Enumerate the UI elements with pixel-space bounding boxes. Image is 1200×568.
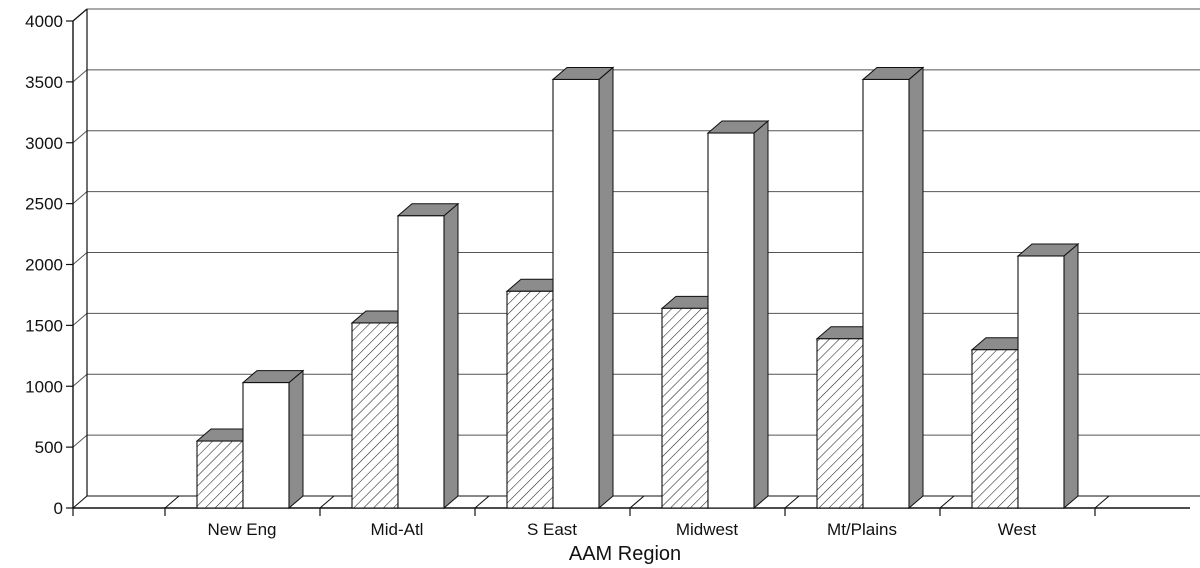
y-tick-label: 2000 [25,256,63,275]
bar-side-face [908,66,924,510]
y-tick-labels: 0 500 1000 1500 2000 2500 3000 3500 4000 [25,12,63,518]
floor-divider [164,495,180,509]
bars [195,66,1080,510]
bar-side-face [598,66,614,510]
floor-divider [1094,495,1110,509]
gridline-side [72,373,88,387]
floor-divider [319,495,335,509]
gridline-side [72,69,88,83]
bar [241,369,305,510]
bar-front-face [1017,255,1065,509]
bar-front-face [816,338,864,509]
floor-divider [784,495,800,509]
bar-side-face [1063,242,1079,510]
bar [396,202,460,510]
x-tick-label: West [998,520,1037,539]
bar [1016,242,1080,510]
y-tick-label: 3000 [25,134,63,153]
y-tick-label: 500 [35,438,63,457]
bar-front-face [971,349,1019,509]
x-tick-label: New Eng [208,520,277,539]
floor-divider [629,495,645,509]
x-tick-label: S East [527,520,577,539]
floor-divider [939,495,955,509]
gridline-side [72,312,88,326]
y-tick-label: 1500 [25,316,63,335]
bar [861,66,925,510]
gridline-side [72,252,88,265]
x-tick-label: Mid-Atl [371,520,424,539]
x-tick-label: Midwest [676,520,739,539]
x-axis-label: AAM Region [569,543,681,565]
floor-divider [474,495,490,509]
y-tick-label: 4000 [25,12,63,31]
bar-side-face [443,202,459,510]
bar [551,66,615,510]
bar-front-face [661,307,709,509]
bar-front-face [506,290,554,509]
gridline-side [72,130,88,144]
bar [706,119,770,510]
bar-front-face [196,440,244,509]
x-tick-label: Mt/Plains [827,520,897,539]
gridline-side [72,434,88,448]
bar-front-face [397,215,445,509]
y-tick-label: 0 [54,499,63,518]
gridline-side [72,191,88,205]
bar-side-face [753,119,769,510]
bar-front-face [351,322,399,509]
axes [66,8,88,509]
bar-side-face [288,369,304,510]
y-tick-label: 1000 [25,377,63,396]
bar-front-face [552,78,600,509]
floor-divider [72,495,88,509]
y-tick-label: 3500 [25,73,63,92]
bar-front-face [707,132,755,509]
top-corner-edge [72,8,88,22]
x-tick-labels: New Eng Mid-Atl S East Midwest Mt/Plains West [208,520,1037,539]
bar-front-face [242,382,290,509]
bar-front-face [862,78,910,509]
y-tick-label: 2500 [25,195,63,214]
